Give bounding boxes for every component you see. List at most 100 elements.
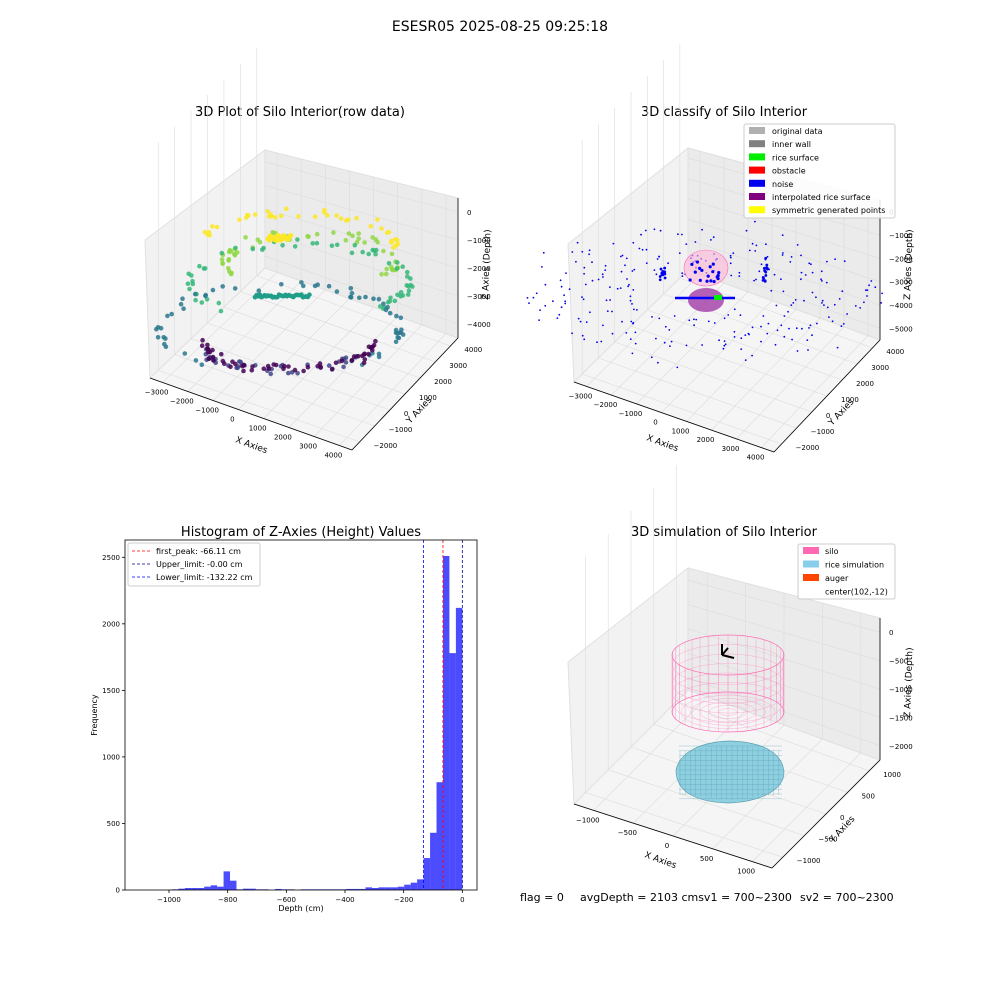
data-point <box>565 272 567 274</box>
data-point <box>205 342 210 348</box>
legend-label: Lower_limit: -132.22 cm <box>156 573 253 582</box>
data-point <box>632 322 634 325</box>
z-tick-label: −1500 <box>889 714 913 722</box>
data-point <box>363 294 368 300</box>
x-tick-label: −3000 <box>145 389 169 397</box>
data-point <box>368 345 374 351</box>
data-point <box>564 300 567 303</box>
data-point <box>393 330 399 336</box>
legend-swatch <box>803 574 819 581</box>
data-point <box>659 229 662 232</box>
legend-label: center(102,-12) <box>825 588 888 597</box>
data-point <box>760 263 763 266</box>
data-point <box>391 245 396 250</box>
data-point <box>621 254 624 257</box>
data-point <box>716 273 720 278</box>
hist-tick-labels: −1000 −800 −600 −400 −200 0 0 500 1000 1500 2000 25… <box>102 554 464 904</box>
data-point <box>395 241 401 247</box>
data-point <box>405 269 410 275</box>
hist-bar <box>184 888 192 890</box>
data-point <box>200 337 205 343</box>
data-point <box>751 326 754 329</box>
data-point <box>314 240 320 246</box>
data-point <box>375 217 380 222</box>
data-point <box>659 267 663 271</box>
data-point <box>203 293 208 299</box>
data-point <box>591 261 593 264</box>
data-point <box>641 248 644 251</box>
data-point <box>266 214 272 219</box>
data-point <box>738 271 741 274</box>
data-point <box>625 332 628 334</box>
data-point <box>379 226 384 231</box>
data-point <box>376 354 382 360</box>
data-point <box>781 234 784 237</box>
z-tick-label: −4000 <box>889 302 913 310</box>
data-point <box>774 343 777 346</box>
legend-label: silo <box>825 547 839 556</box>
data-point <box>733 308 736 311</box>
data-point <box>669 345 671 347</box>
data-point <box>576 241 579 244</box>
legend-label: symmetric generated points <box>772 206 885 215</box>
data-point <box>693 324 695 327</box>
hist-bar <box>365 887 372 890</box>
data-point <box>357 295 362 301</box>
data-point <box>629 338 632 340</box>
data-point <box>579 320 582 323</box>
data-point <box>305 233 310 239</box>
data-point <box>341 364 346 370</box>
data-point <box>816 322 818 325</box>
data-point <box>338 216 344 221</box>
hist-bar <box>178 888 185 890</box>
data-point <box>604 264 607 267</box>
data-point <box>826 260 828 263</box>
data-point <box>767 322 770 325</box>
data-point <box>616 287 619 290</box>
data-point <box>301 368 306 374</box>
data-point <box>693 270 697 274</box>
data-point <box>199 343 205 349</box>
x-tick-label: 4000 <box>324 452 342 460</box>
data-point <box>631 270 634 272</box>
y-tick-label: 500 <box>107 820 120 828</box>
legend-label: interpolated rice surface <box>772 193 870 202</box>
data-point <box>764 270 768 274</box>
data-point <box>632 289 635 291</box>
data-point <box>155 335 161 340</box>
rice-surface <box>675 740 785 804</box>
y-tick-label: 0 <box>840 814 844 822</box>
data-point <box>349 358 355 363</box>
data-point <box>655 273 658 276</box>
data-point <box>299 280 304 285</box>
data-point <box>581 334 584 337</box>
data-point <box>661 270 665 274</box>
hist-xlabel: Depth (cm) <box>278 904 323 913</box>
data-point <box>730 274 733 277</box>
data-point <box>180 296 185 302</box>
data-point <box>636 309 638 311</box>
data-point <box>694 241 697 243</box>
hist-bar <box>359 888 366 890</box>
data-point <box>754 220 756 223</box>
data-point <box>376 296 382 302</box>
legend-swatch <box>749 206 765 214</box>
hist-bar <box>275 888 282 890</box>
data-point <box>836 346 839 349</box>
data-point <box>392 298 398 304</box>
data-point <box>788 327 790 330</box>
data-point <box>710 239 712 241</box>
data-point <box>563 294 565 297</box>
hist-title: Histogram of Z-Axies (Height) Values <box>181 525 421 540</box>
classify-title: 3D classify of Silo Interior <box>641 105 808 120</box>
data-point <box>658 317 661 320</box>
data-point <box>633 268 636 271</box>
data-point <box>193 297 198 303</box>
data-point <box>621 320 623 323</box>
data-point <box>405 274 410 279</box>
data-point <box>825 281 828 284</box>
data-point <box>222 361 227 367</box>
legend-label: first_peak: -66.11 cm <box>156 547 241 556</box>
data-point <box>387 310 393 316</box>
data-point <box>538 319 540 321</box>
